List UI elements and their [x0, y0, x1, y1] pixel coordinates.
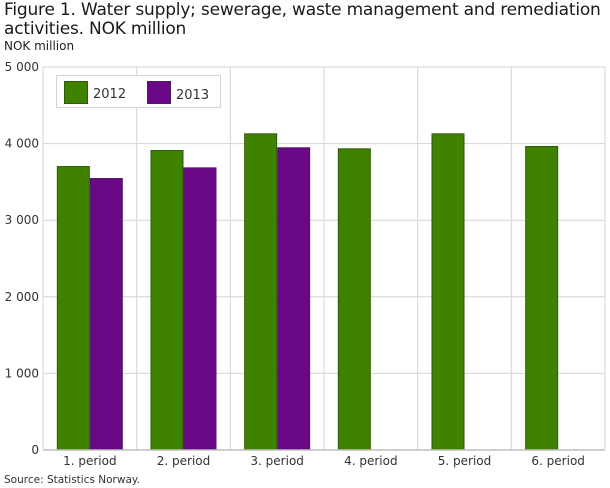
x-tick-label: 2. period [157, 454, 211, 468]
y-tick-label: 5 000 [5, 60, 39, 74]
bar-2012-5 [431, 133, 465, 451]
legend-swatch-2013 [147, 81, 171, 104]
y-tick-label: 3 000 [5, 213, 39, 227]
y-tick-label: 1 000 [5, 366, 39, 380]
y-axis-unit-label: NOK million [4, 39, 75, 53]
x-tick-label: 6. period [531, 454, 585, 468]
x-tick-label: 5. period [438, 454, 492, 468]
y-tick-label: 4 000 [5, 137, 39, 151]
bar-2013-3 [277, 147, 311, 451]
source-note: Source: Statistics Norway. [4, 474, 140, 486]
legend-label-2013: 2013 [176, 88, 209, 103]
legend-label-2012: 2012 [93, 87, 126, 102]
axes-layer: 0 1 000 2 000 3 000 4 000 5 000 1. period 2. pe… [5, 60, 605, 468]
bar-2012-6 [525, 145, 559, 451]
bar-2012-2 [150, 150, 184, 451]
bars-layer [56, 133, 559, 451]
x-tick-label: 3. period [250, 454, 304, 468]
legend: 2012 2013 [56, 75, 221, 108]
bar-2013-2 [183, 167, 217, 451]
bar-2012-4 [337, 148, 371, 451]
y-tick-label: 0 [31, 443, 39, 457]
legend-swatch-2012 [64, 81, 88, 104]
x-tick-label: 1. period [63, 454, 117, 468]
bar-2012-3 [244, 133, 278, 451]
y-tick-label: 2 000 [5, 290, 39, 304]
bar-2013-1 [89, 177, 123, 451]
chart-title: Figure 1. Water supply; sewerage, waste … [4, 0, 601, 39]
bar-2012-1 [56, 166, 90, 451]
grid-layer [42, 66, 606, 451]
x-tick-label: 4. period [344, 454, 398, 468]
